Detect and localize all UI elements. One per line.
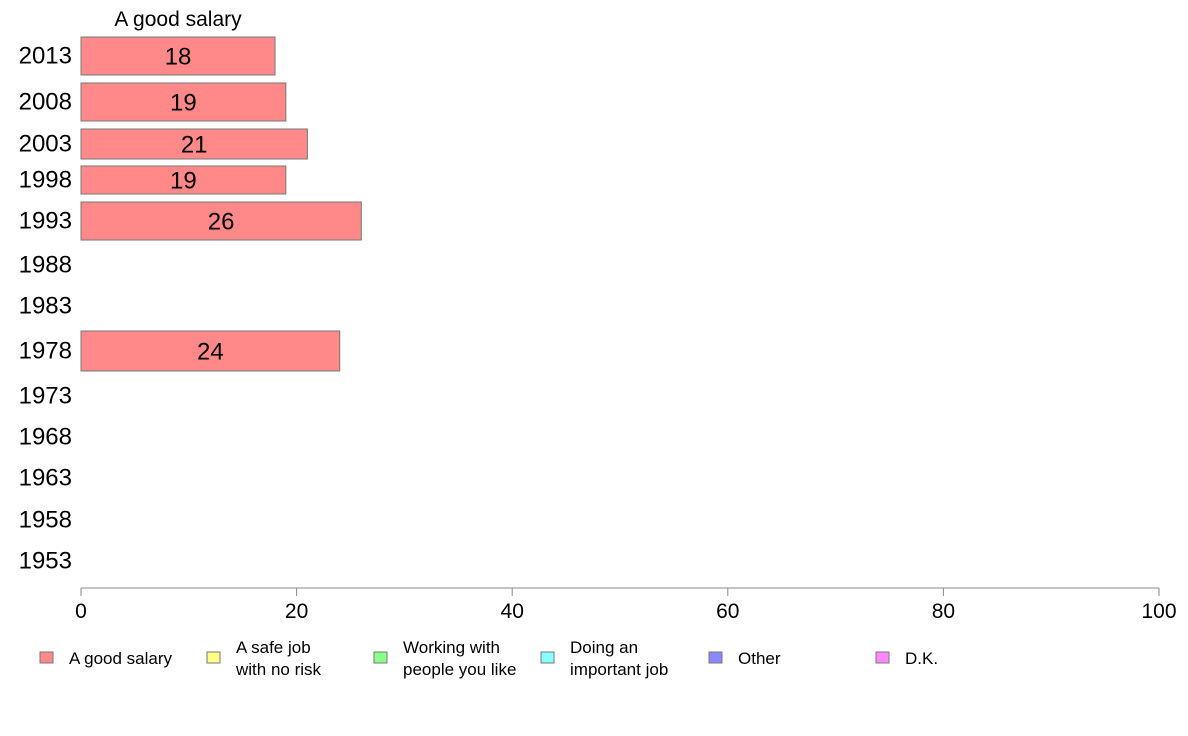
bar-value-label-2003: 21 bbox=[181, 132, 208, 159]
year-label-1968: 1968 bbox=[19, 424, 72, 451]
bar-1993 bbox=[80, 201, 362, 241]
bar-value-label-2008: 19 bbox=[170, 90, 197, 117]
year-label-2008: 2008 bbox=[19, 89, 72, 116]
legend-swatch-working-with-people-you-like bbox=[373, 651, 388, 664]
bar-2013 bbox=[80, 36, 276, 76]
year-label-2003: 2003 bbox=[19, 131, 72, 158]
legend-swatch-a-good-salary bbox=[39, 651, 54, 664]
bar-2008 bbox=[80, 82, 287, 122]
legend: A good salary A safe job with no risk Worki… bbox=[39, 638, 938, 679]
legend-label-working-with-people-you-like-line-2: people you like bbox=[403, 660, 516, 679]
year-label-1993: 1993 bbox=[19, 208, 72, 235]
bar-value-label-1978: 24 bbox=[197, 339, 224, 366]
legend-label-a-good-salary: A good salary bbox=[69, 649, 173, 668]
bar-2003 bbox=[80, 128, 308, 160]
legend-label-a-safe-job-with-no-risk-line-2: with no risk bbox=[235, 660, 322, 679]
x-tick-label-40: 40 bbox=[501, 600, 524, 623]
bar-rows: 2013 18 2008 19 2003 21 1998 19 1993 26 1988 1983 19… bbox=[19, 36, 362, 575]
legend-swatch-doing-an-important-job bbox=[540, 651, 555, 664]
x-tick-label-60: 60 bbox=[716, 600, 739, 623]
bar-value-label-1998: 19 bbox=[170, 168, 197, 195]
bar-1998 bbox=[80, 165, 287, 195]
year-label-1973: 1973 bbox=[19, 383, 72, 410]
x-tick-label-100: 100 bbox=[1141, 600, 1176, 623]
x-tick-label-20: 20 bbox=[285, 600, 308, 623]
legend-swatch-other bbox=[708, 651, 723, 664]
x-tick-label-0: 0 bbox=[75, 600, 87, 623]
x-tick-label-80: 80 bbox=[932, 600, 955, 623]
bar-value-label-2013: 18 bbox=[165, 44, 192, 71]
legend-label-d-k: D.K. bbox=[905, 649, 938, 668]
year-label-1998: 1998 bbox=[19, 167, 72, 194]
legend-label-doing-an-important-job-line-2: important job bbox=[570, 660, 668, 679]
legend-swatch-a-safe-job-with-no-risk bbox=[206, 651, 221, 664]
legend-label-doing-an-important-job-line-1: Doing an bbox=[570, 638, 638, 657]
series-title: A good salary bbox=[114, 8, 242, 31]
legend-label-working-with-people-you-like-line-1: Working with bbox=[403, 638, 500, 657]
year-label-1988: 1988 bbox=[19, 252, 72, 279]
year-label-2013: 2013 bbox=[19, 43, 72, 70]
legend-swatch-d-k bbox=[875, 651, 890, 664]
legend-label-other: Other bbox=[738, 649, 781, 668]
year-label-1978: 1978 bbox=[19, 338, 72, 365]
bar-1978 bbox=[80, 330, 341, 372]
legend-label-a-safe-job-with-no-risk-line-1: A safe job bbox=[236, 638, 311, 657]
year-label-1983: 1983 bbox=[19, 293, 72, 320]
year-label-1958: 1958 bbox=[19, 507, 72, 534]
x-axis-ticks: 0 20 40 60 80 100 bbox=[75, 588, 1177, 623]
year-label-1953: 1953 bbox=[19, 548, 72, 575]
bar-value-label-1993: 26 bbox=[208, 209, 235, 236]
year-label-1963: 1963 bbox=[19, 465, 72, 492]
